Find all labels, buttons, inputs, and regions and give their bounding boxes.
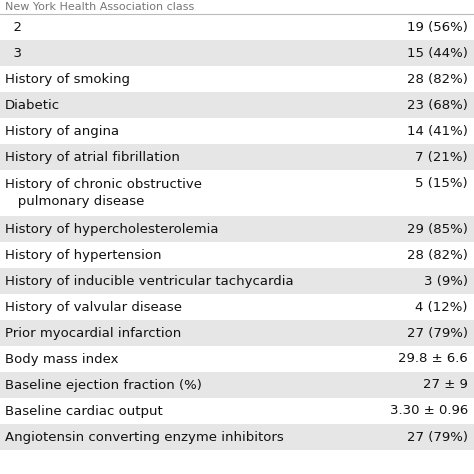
Text: Prior myocardial infarction: Prior myocardial infarction bbox=[5, 327, 181, 339]
Text: History of atrial fibrillation: History of atrial fibrillation bbox=[5, 151, 180, 164]
Text: 23 (68%): 23 (68%) bbox=[407, 99, 468, 111]
Text: 19 (56%): 19 (56%) bbox=[407, 20, 468, 34]
Bar bbox=[0, 372, 474, 398]
Text: 29 (85%): 29 (85%) bbox=[407, 222, 468, 236]
Text: Baseline cardiac output: Baseline cardiac output bbox=[5, 404, 163, 418]
Bar bbox=[0, 144, 474, 170]
Text: 7 (21%): 7 (21%) bbox=[415, 151, 468, 164]
Text: 14 (41%): 14 (41%) bbox=[407, 125, 468, 137]
Text: 29.8 ± 6.6: 29.8 ± 6.6 bbox=[398, 353, 468, 365]
Text: 2: 2 bbox=[5, 20, 22, 34]
Bar bbox=[0, 216, 474, 242]
Text: New York Health Association class: New York Health Association class bbox=[5, 2, 194, 12]
Text: 27 (79%): 27 (79%) bbox=[407, 430, 468, 444]
Text: Diabetic: Diabetic bbox=[5, 99, 60, 111]
Text: 28 (82%): 28 (82%) bbox=[407, 73, 468, 85]
Text: 27 ± 9: 27 ± 9 bbox=[423, 379, 468, 392]
Text: History of angina: History of angina bbox=[5, 125, 119, 137]
Text: History of hypertension: History of hypertension bbox=[5, 248, 162, 262]
Text: Body mass index: Body mass index bbox=[5, 353, 118, 365]
Bar bbox=[0, 268, 474, 294]
Bar bbox=[0, 424, 474, 450]
Text: 27 (79%): 27 (79%) bbox=[407, 327, 468, 339]
Text: 3: 3 bbox=[5, 46, 22, 60]
Text: 28 (82%): 28 (82%) bbox=[407, 248, 468, 262]
Text: Angiotensin converting enzyme inhibitors: Angiotensin converting enzyme inhibitors bbox=[5, 430, 284, 444]
Text: 3.30 ± 0.96: 3.30 ± 0.96 bbox=[390, 404, 468, 418]
Text: 4 (12%): 4 (12%) bbox=[416, 301, 468, 313]
Text: 3 (9%): 3 (9%) bbox=[424, 274, 468, 288]
Bar bbox=[0, 40, 474, 66]
Bar bbox=[0, 92, 474, 118]
Text: 5 (15%): 5 (15%) bbox=[415, 176, 468, 190]
Text: History of smoking: History of smoking bbox=[5, 73, 130, 85]
Text: History of valvular disease: History of valvular disease bbox=[5, 301, 182, 313]
Text: History of inducible ventricular tachycardia: History of inducible ventricular tachyca… bbox=[5, 274, 293, 288]
Text: History of hypercholesterolemia: History of hypercholesterolemia bbox=[5, 222, 219, 236]
Text: Baseline ejection fraction (%): Baseline ejection fraction (%) bbox=[5, 379, 202, 392]
Text: History of chronic obstructive
   pulmonary disease: History of chronic obstructive pulmonary… bbox=[5, 178, 202, 208]
Text: 15 (44%): 15 (44%) bbox=[407, 46, 468, 60]
Bar bbox=[0, 320, 474, 346]
